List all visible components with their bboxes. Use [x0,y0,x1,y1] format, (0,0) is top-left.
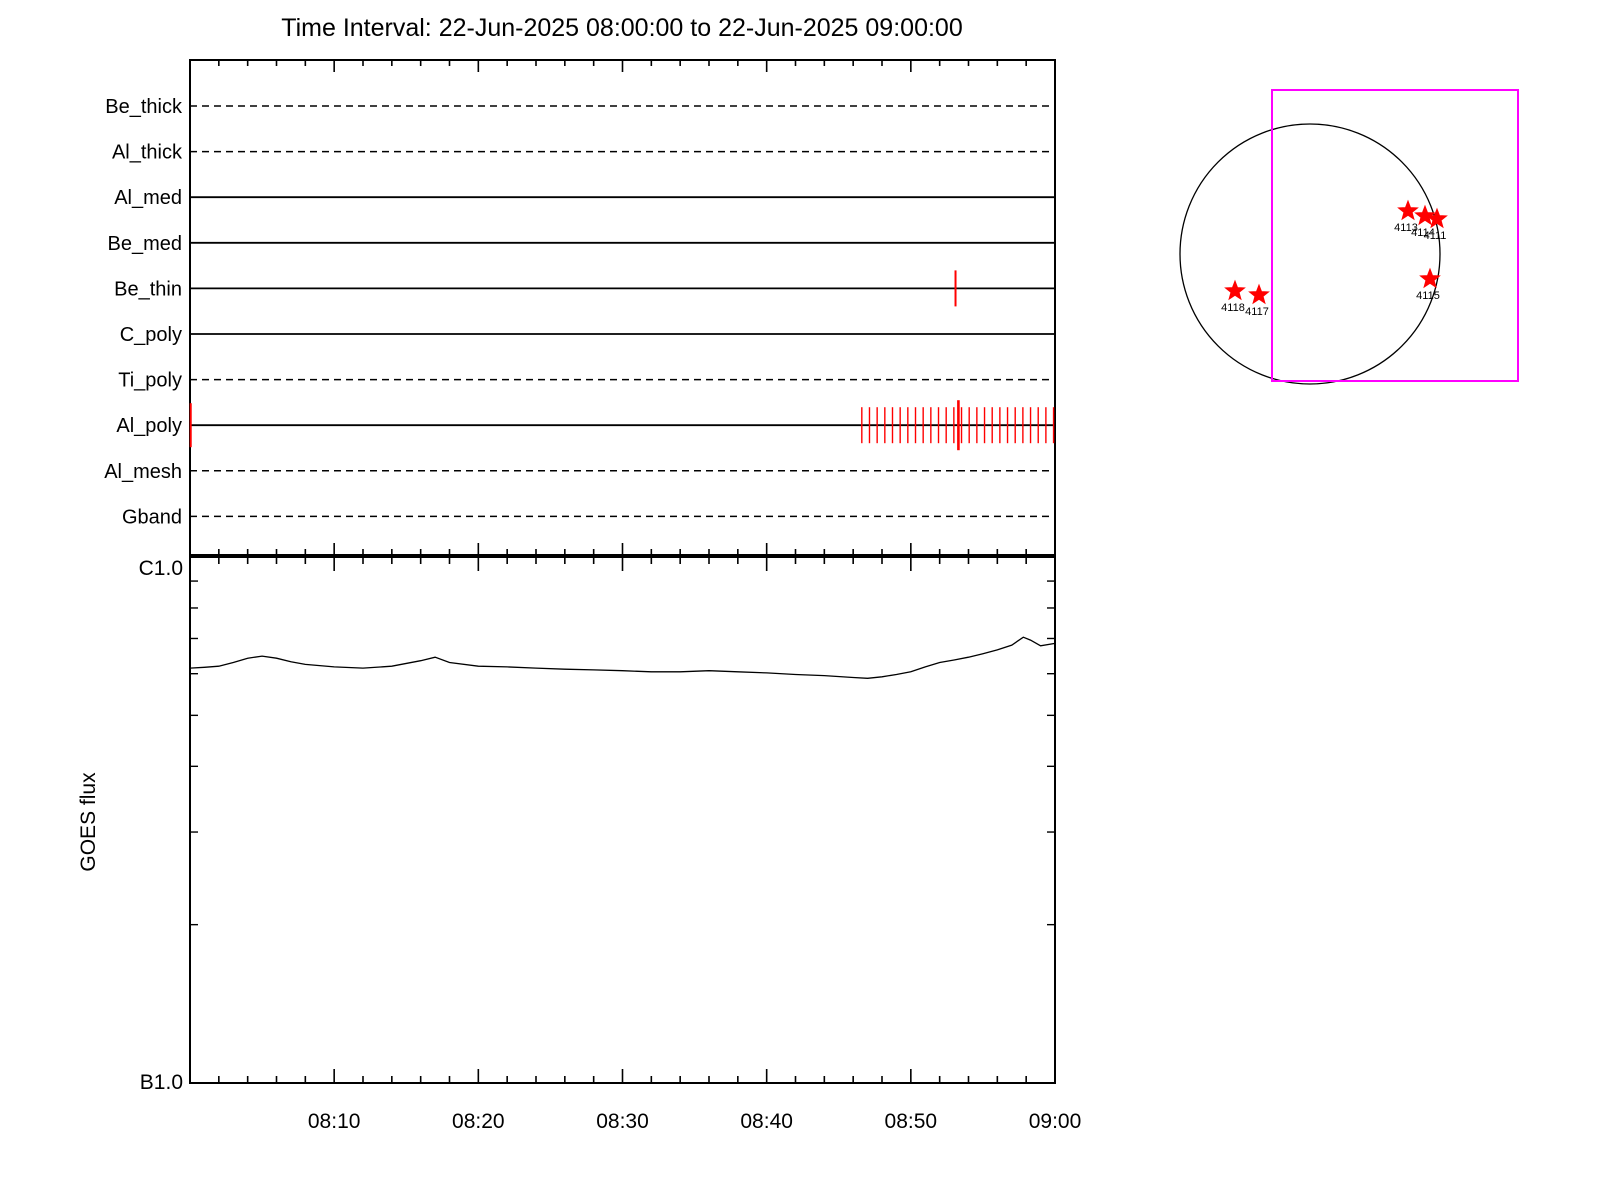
field-of-view-rect [1271,89,1519,382]
filter-row-label-Al_poly: Al_poly [116,415,182,437]
plot-title: Time Interval: 22-Jun-2025 08:00:00 to 2… [281,14,962,42]
active-region-label-4118: 4118 [1221,302,1245,314]
goes-xtick-label: 08:10 [308,1110,361,1133]
active-region-star-4111 [1426,207,1448,229]
active-region-label-4111: 4111 [1424,230,1447,242]
goes-xtick-label: 09:00 [1029,1110,1082,1133]
goes-ytop-label: C1.0 [139,557,183,580]
goes-xtick-label: 08:20 [452,1110,505,1133]
goes-flux-curve [189,636,1056,679]
goes-xtick-label: 08:50 [885,1110,938,1133]
goes-xtick-label: 08:30 [596,1110,649,1133]
active-region-label-4117: 4117 [1245,306,1269,318]
filter-row-label-Be_thin: Be_thin [114,278,182,300]
filter-row-label-Gband: Gband [122,506,182,528]
filter-row-label-Al_mesh: Al_mesh [104,461,182,483]
filter-row-label-Ti_poly: Ti_poly [118,370,182,392]
active-region-star-4115 [1419,267,1441,289]
filter-row-label-C_poly: C_poly [120,324,182,346]
goes-panel: 08:10 08:20 08:30 08:40 08:50 09:00 [189,556,1082,1133]
active-region-star-4118 [1224,279,1246,301]
active-region-star-4117 [1248,283,1270,305]
filter-row-label-Be_thick: Be_thick [105,96,183,118]
solar-disk-limb [1179,123,1441,385]
goes-ybottom-label: B1.0 [140,1071,183,1094]
active-region-label-4115: 4115 [1416,290,1440,302]
active-region-star-4114 [1414,204,1436,226]
timeline-panel-border [189,59,1056,556]
active-region-label-4113: 4113 [1394,222,1418,234]
active-region-label-4114: 4114 [1411,227,1435,239]
filter-timeline-panel: Be_thick Al_thick Al_med Be_med Be_thin C_pol… [104,59,1056,556]
active-region-star-4113 [1397,199,1419,221]
goes-y-axis-title: GOES flux [77,772,100,872]
filter-row-label-Al_thick: Al_thick [112,142,183,164]
filter-row-label-Be_med: Be_med [108,233,183,255]
filter-row-label-Al_med: Al_med [114,187,182,209]
goes-xtick-label: 08:40 [740,1110,793,1133]
goes-panel-border [189,556,1056,1084]
